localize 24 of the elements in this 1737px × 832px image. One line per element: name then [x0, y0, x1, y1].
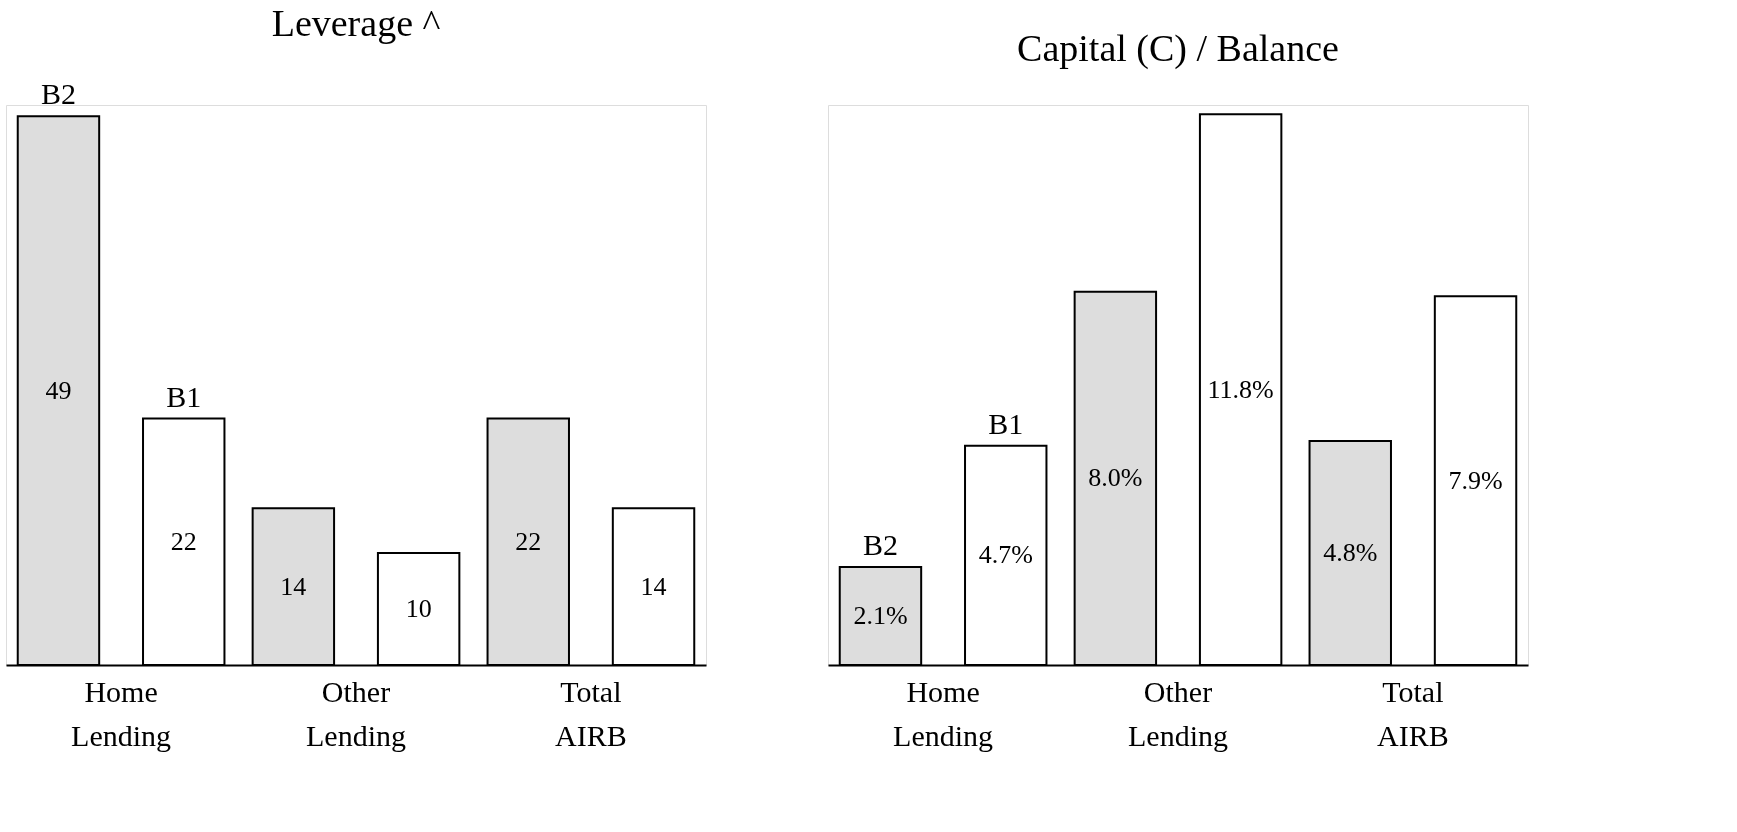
data-label: 22 — [170, 526, 197, 556]
x-tick-label: Total AIRB — [1377, 674, 1449, 752]
series-label: B1 — [988, 406, 1024, 440]
data-label: 7.9% — [1448, 465, 1503, 495]
x-tick-label: Other Lending — [306, 674, 406, 752]
data-label: 22 — [515, 526, 542, 556]
data-label: 14 — [280, 571, 307, 601]
data-label: 8.0% — [1088, 463, 1143, 493]
data-label: 4.8% — [1323, 538, 1378, 567]
x-tick-label: Home Lending — [71, 674, 172, 752]
data-label: 10 — [405, 594, 432, 623]
series-label: B2 — [862, 528, 898, 561]
x-tick-label: Other Lending — [1128, 674, 1228, 752]
data-label: 49 — [45, 375, 72, 405]
x-tick-label: Total AIRB — [555, 674, 627, 752]
chart-title: Leverage ^ — [271, 2, 441, 45]
data-label: 11.8% — [1207, 374, 1274, 404]
data-label: 2.1% — [853, 601, 908, 630]
data-label: 14 — [640, 571, 667, 601]
data-label: 4.7% — [978, 540, 1033, 570]
series-label: B1 — [166, 379, 202, 413]
series-label: B2 — [40, 77, 76, 111]
x-tick-label: Home Lending — [893, 674, 994, 752]
chart-title: Capital (C) / Balance — [1017, 27, 1339, 70]
